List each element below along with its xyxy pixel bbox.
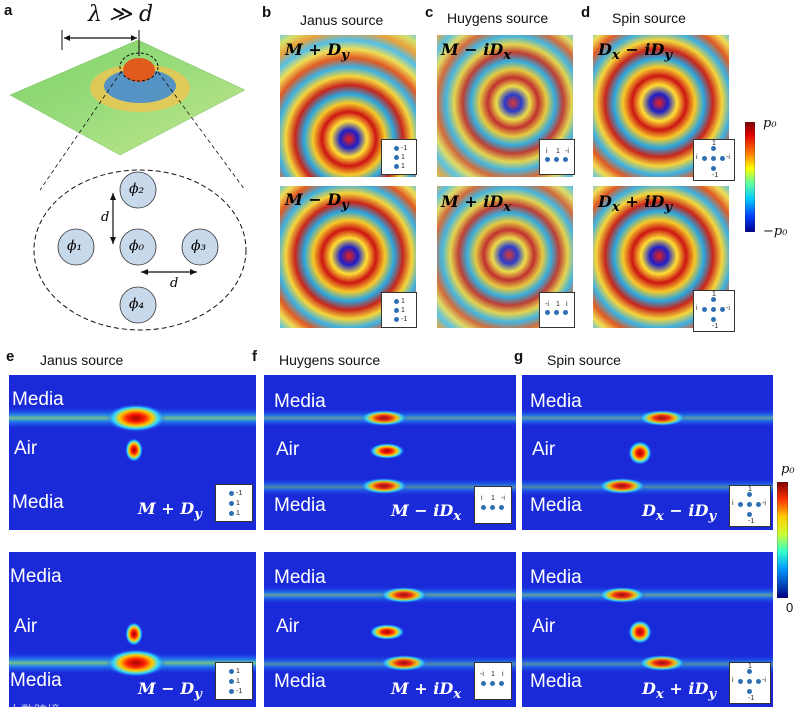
field-map-janus-e-bottom xyxy=(9,552,256,707)
formula-b-top: M + Dy xyxy=(285,40,349,64)
inset-huygens-f-top: i 1 -i xyxy=(474,486,512,524)
title-spin-d: Spin source xyxy=(612,10,686,26)
title-janus-e: Janus source xyxy=(40,352,124,368)
media-label-e-bottom-lower: Media xyxy=(10,670,62,691)
media-label-g-top-lower: Media xyxy=(530,495,582,516)
formula-e-bottom: M − Dy xyxy=(138,679,202,703)
colorbar-bottom-max: p₀ xyxy=(781,462,795,477)
air-label-e-bottom: Air xyxy=(14,616,38,637)
inset-huygens-f-bottom: -i 1 i xyxy=(474,662,512,700)
formula-d-top: Dx − iDy xyxy=(598,40,673,64)
source-circle-0 xyxy=(119,228,157,266)
inset-spin-top: 1 -i i -1 xyxy=(693,139,735,181)
zoom-circle-large xyxy=(33,169,247,331)
panel-label-e: e xyxy=(6,348,15,365)
media-label-g-top-upper: Media xyxy=(530,391,582,412)
formula-b-bottom: M − Dy xyxy=(285,190,349,214)
title-huygens-f: Huygens source xyxy=(279,352,381,368)
phi-4-label: ϕ₄ xyxy=(129,296,145,312)
media-label-e-bottom-upper: Media xyxy=(10,566,62,587)
panel-label-d: d xyxy=(581,4,591,21)
media-label-f-bottom-upper: Media xyxy=(274,567,326,588)
formula-e-top: M + Dy xyxy=(138,499,202,523)
spacing-label-horizontal: d xyxy=(170,276,179,291)
surface-ring-inner xyxy=(104,69,176,103)
panel-label-c: c xyxy=(425,4,434,21)
title-spin-g: Spin source xyxy=(547,352,621,368)
formula-g-top: Dx − iDy xyxy=(642,501,717,525)
source-circle-4 xyxy=(119,286,157,324)
wavelength-relation: λ ≫ d xyxy=(88,2,154,27)
field-map-huygens-f-bottom xyxy=(264,552,516,707)
inset-janus-e-bottom: 1 1 -1 xyxy=(215,662,253,700)
phi-0-label: ϕ₀ xyxy=(129,238,145,254)
phi-3-label: ϕ₃ xyxy=(191,238,207,254)
panel-label-f: f xyxy=(252,348,257,365)
air-label-f-bottom: Air xyxy=(276,616,300,637)
inset-janus-top: -1 1 1 xyxy=(381,139,417,175)
media-label-f-bottom-lower: Media xyxy=(274,671,326,692)
formula-g-bottom: Dx + iDy xyxy=(642,679,717,703)
inset-janus-bottom: 1 1 -1 xyxy=(381,292,417,328)
media-label-e-top-lower: Media xyxy=(12,492,64,513)
colorbar-top-max: p₀ xyxy=(763,116,777,131)
field-map-janus-e-top xyxy=(9,375,256,530)
media-label-f-top-lower: Media xyxy=(274,495,326,516)
formula-c-bottom: M + iDx xyxy=(441,192,512,216)
inset-spin-g-bottom: 1 i -i -1 xyxy=(729,662,771,704)
watermark: 大数跨境 xyxy=(8,704,61,719)
panel-label-a: a xyxy=(4,2,13,19)
schematic-figure xyxy=(9,30,247,331)
media-label-g-bottom-upper: Media xyxy=(530,567,582,588)
surface-peak xyxy=(123,58,155,82)
media-label-e-top-upper: Media xyxy=(12,389,64,410)
colorbar-top-min: −p₀ xyxy=(763,224,788,239)
air-label-f-top: Air xyxy=(276,439,300,460)
panel-label-b: b xyxy=(262,4,272,21)
air-label-e-top: Air xyxy=(14,438,38,459)
inset-spin-g-top: 1 -i i -1 xyxy=(729,485,771,527)
media-label-f-top-upper: Media xyxy=(274,391,326,412)
air-label-g-top: Air xyxy=(532,439,556,460)
inset-huygens-top: i 1 -i xyxy=(539,139,575,175)
title-huygens-c: Huygens source xyxy=(447,10,549,26)
inset-huygens-bottom: -i 1 i xyxy=(539,292,575,328)
colorbar-bottom-zero: 0 xyxy=(786,600,794,615)
formula-c-top: M − iDx xyxy=(441,40,512,64)
field-map-spin-g-top xyxy=(522,375,773,530)
phi-1-label: ϕ₁ xyxy=(67,238,83,254)
source-circle-2 xyxy=(119,171,157,209)
inset-spin-bottom: 1 i -i -1 xyxy=(693,290,735,332)
spacing-label-vertical: d xyxy=(101,210,110,225)
media-label-g-bottom-lower: Media xyxy=(530,671,582,692)
source-circle-3 xyxy=(181,228,219,266)
formula-f-bottom: M + iDx xyxy=(391,679,462,703)
colorbar-top xyxy=(745,122,755,232)
formula-d-bottom: Dx + iDy xyxy=(598,192,673,216)
formula-f-top: M − iDx xyxy=(391,501,462,525)
title-janus-b: Janus source xyxy=(300,12,384,28)
phi-2-label: ϕ₂ xyxy=(129,181,145,197)
air-label-g-bottom: Air xyxy=(532,616,556,637)
panel-label-g: g xyxy=(514,348,524,365)
colorbar-bottom xyxy=(777,482,788,598)
inset-janus-e-top: -1 1 1 xyxy=(215,484,253,522)
source-circle-1 xyxy=(57,228,95,266)
